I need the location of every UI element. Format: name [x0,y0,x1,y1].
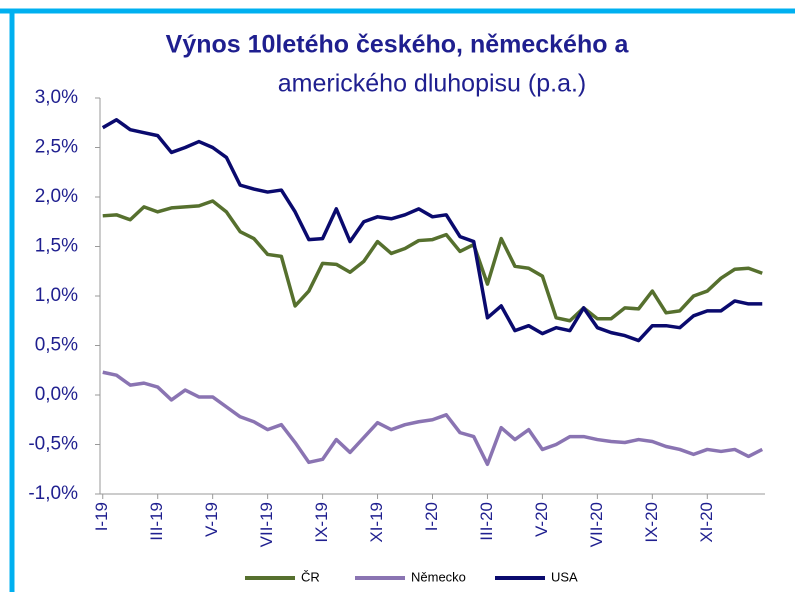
x-tick-label: I-19 [92,502,111,531]
y-tick-label: 0,5% [35,335,78,356]
chart-subtitle: amerického dluhopisu (p.a.) [278,70,587,98]
x-tick-label: VII-19 [257,502,276,547]
y-tick-label: 1,0% [35,285,78,306]
x-tick-label: V-19 [202,502,221,537]
x-tick-label: XI-19 [367,502,386,543]
x-tick-label: IX-20 [642,502,661,543]
y-tick-label: 1,5% [35,236,78,257]
y-tick-label: 2,0% [35,186,78,207]
y-tick-label: 3,0% [35,87,78,108]
x-tick-label: III-19 [147,502,166,541]
y-tick-label: 0,0% [35,384,78,405]
y-tick-label: -1,0% [28,483,78,504]
line-series [102,199,763,323]
line-series [101,118,763,343]
legend-label: ČR [301,569,320,584]
y-tick-label: -0,5% [28,434,78,455]
legend-label: Německo [411,569,466,584]
x-tick-label: V-20 [532,502,551,537]
line-series [102,370,764,467]
x-tick-label: VII-20 [587,502,606,547]
legend-label: USA [551,569,578,584]
x-tick-label: III-20 [477,502,496,541]
x-tick-label: IX-19 [312,502,331,543]
x-tick-label: XI-20 [697,502,716,543]
y-tick-label: 2,5% [35,137,78,158]
x-tick-label: I-20 [422,502,441,531]
chart-title: Výnos 10letého českého, německého a [166,31,630,59]
